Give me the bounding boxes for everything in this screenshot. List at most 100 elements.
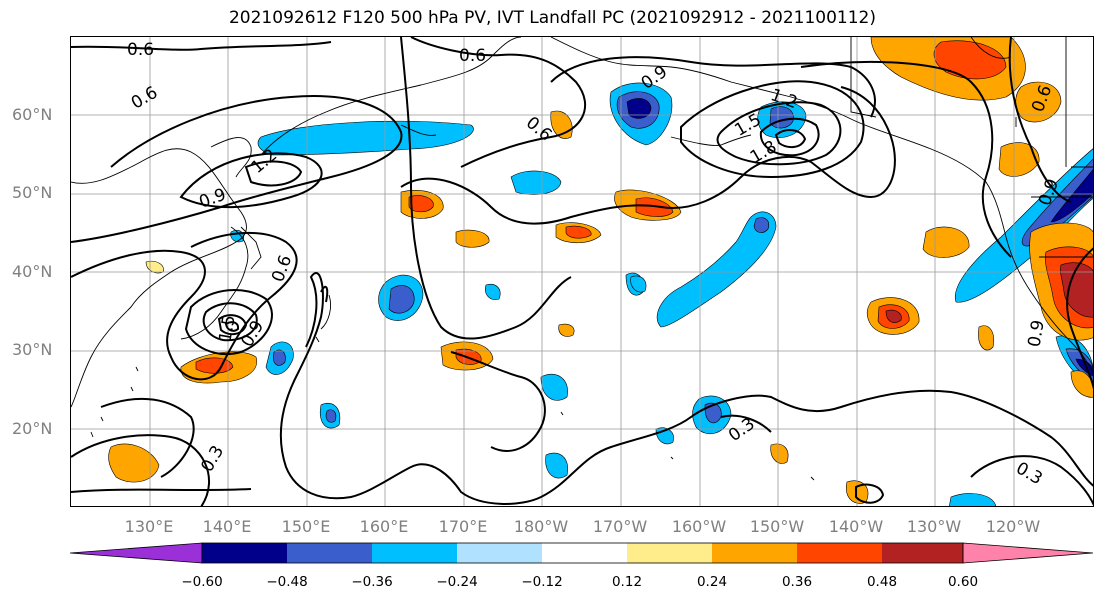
lon-label: 150°W <box>749 517 805 536</box>
negative-anomaly-patch <box>325 409 337 423</box>
contour-line <box>759 117 820 157</box>
colorbar-extend-low <box>70 542 203 564</box>
positive-anomaly-patch <box>885 309 902 323</box>
colorbar-tick: −0.60 <box>181 574 223 590</box>
negative-anomaly-patch <box>510 170 562 195</box>
contour-label: 1.8 <box>747 137 780 168</box>
positive-anomaly-patch <box>998 142 1040 177</box>
lon-label: 140°E <box>202 517 252 536</box>
contour-line <box>450 351 546 452</box>
contour-label: 0.9 <box>1024 318 1048 348</box>
negative-anomaly-patch <box>656 211 777 328</box>
contour-line <box>970 455 1093 506</box>
contour-label: 0.3 <box>1012 458 1045 489</box>
contour-line <box>400 37 572 340</box>
contour-line <box>720 414 772 433</box>
contour-label: 0.9 <box>237 317 268 350</box>
colorbar-segment <box>202 543 287 563</box>
lon-label: 160°W <box>671 517 727 536</box>
colorbar-segment <box>457 543 542 563</box>
contour-line <box>184 289 273 355</box>
contour-label: 0.9 <box>197 185 229 213</box>
contour-line <box>71 41 332 51</box>
map-title: 2021092612 F120 500 hPa PV, IVT Landfall… <box>228 8 876 28</box>
positive-anomaly-patch <box>558 323 575 337</box>
graticule <box>71 37 1093 506</box>
colorbar <box>70 542 1094 564</box>
contour-line <box>774 129 807 149</box>
colorbar-segment <box>372 543 457 563</box>
negative-anomaly-patch <box>1050 169 1093 223</box>
contour-label: 0.6 <box>127 40 154 60</box>
lon-label: 130°E <box>124 517 174 536</box>
lon-label: 140°W <box>828 517 884 536</box>
map-plot: 0.6 0.6 0.6 0.6 0.9 0.9 0.9 1.2 1.2 1.5 … <box>71 37 1093 506</box>
colorbar-tick: 0.12 <box>611 574 643 590</box>
lon-label: 160°E <box>359 517 409 536</box>
contour-label: 0.6 <box>459 46 486 66</box>
colorbar-tick: 0.60 <box>947 574 979 590</box>
colorbar-segment <box>627 543 712 563</box>
colorbar-segment <box>287 543 372 563</box>
contour-line <box>100 397 195 478</box>
contour-label: 0.3 <box>197 442 228 475</box>
negative-anomaly-patch <box>257 120 474 156</box>
lon-label: 120°W <box>985 517 1041 536</box>
contour-line <box>71 488 252 493</box>
map-panel: 0.6 0.6 0.6 0.6 0.9 0.9 0.9 1.2 1.2 1.5 … <box>70 36 1094 507</box>
colorbar-tick: −0.36 <box>351 574 393 590</box>
contour-line <box>1008 37 1072 203</box>
lon-label: 130°W <box>906 517 962 536</box>
positive-anomaly-patch <box>565 225 592 239</box>
colorbar-tick: −0.24 <box>436 574 478 590</box>
negative-anomaly-patch <box>485 284 501 300</box>
positive-anomaly-patch <box>1070 370 1093 398</box>
positive-anomaly-patch <box>145 260 164 274</box>
negative-anomaly-patch <box>949 493 996 506</box>
contour-line <box>71 232 298 381</box>
negative-anomaly-patch <box>1021 158 1093 247</box>
contour-line <box>680 80 865 179</box>
contour-line <box>855 483 885 504</box>
colorbar-extend-high <box>962 542 1094 564</box>
positive-anomaly-patch <box>455 229 490 248</box>
positive-anomaly-patch <box>195 357 234 374</box>
positive-anomaly-patch <box>635 197 674 217</box>
lat-label: 40°N <box>12 262 53 281</box>
negative-anomaly-patch <box>545 452 569 479</box>
contour-line <box>244 160 303 187</box>
contour-label: 0.6 <box>522 113 556 146</box>
contour-line <box>71 434 211 506</box>
lon-label: 180°W <box>513 517 569 536</box>
negative-anomaly-patch <box>273 349 286 366</box>
colorbar-tick: −0.48 <box>266 574 308 590</box>
contour-label: 1.5 <box>215 313 239 343</box>
contour-line <box>217 314 248 336</box>
negative-anomaly-patch <box>753 217 769 233</box>
contour-line <box>410 37 587 168</box>
colorbar-segment <box>882 543 963 563</box>
lat-label: 20°N <box>12 419 53 438</box>
colorbar-segment <box>542 543 627 563</box>
positive-anomaly-patch <box>1060 262 1093 318</box>
contour-label: 0.6 <box>268 253 296 285</box>
contour-label: 0.6 <box>128 83 161 114</box>
contour-line <box>179 152 323 209</box>
lat-label: 30°N <box>12 340 53 359</box>
positive-anomaly-patch <box>108 443 160 483</box>
contour-line <box>1066 247 1093 390</box>
lon-label: 170°E <box>438 517 488 536</box>
colorbar-segment <box>712 543 797 563</box>
contour-line <box>400 86 896 225</box>
contour-line <box>716 101 842 166</box>
positive-anomaly-patch <box>922 226 970 258</box>
positive-anomaly-patch <box>1015 81 1062 123</box>
lat-label: 60°N <box>12 105 53 124</box>
contour-line <box>800 61 1012 258</box>
negative-anomaly-patch <box>388 285 415 314</box>
contour-line <box>202 302 258 342</box>
contour-label-group: 0.6 0.6 0.6 0.6 0.9 0.9 0.9 1.2 1.2 1.5 … <box>127 40 1063 489</box>
contour-line <box>224 321 240 332</box>
negative-anomaly-patch <box>630 275 647 293</box>
positive-anomaly-patch <box>770 443 789 464</box>
